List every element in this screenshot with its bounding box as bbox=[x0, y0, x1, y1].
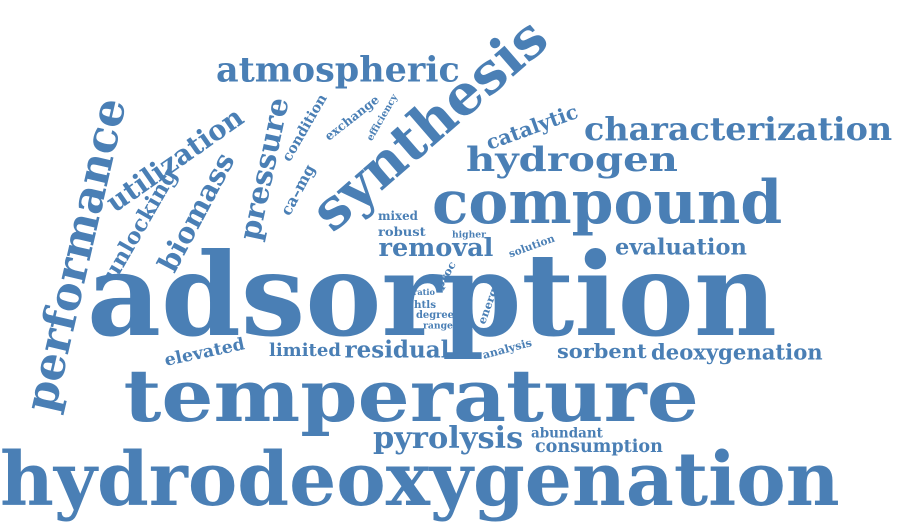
word-htls: htls bbox=[414, 299, 437, 311]
word-residual: residual bbox=[344, 336, 450, 364]
word-consumption: consumption bbox=[535, 437, 663, 457]
word-pressure: pressure bbox=[232, 94, 297, 244]
word-deoxygenation: deoxygenation bbox=[651, 339, 823, 365]
word-pyrolysis: pyrolysis bbox=[373, 421, 524, 456]
word-hydrogen: hydrogen bbox=[465, 140, 678, 180]
word-removal: removal bbox=[378, 233, 494, 263]
word-compound: compound bbox=[432, 168, 783, 238]
word-sorbent: sorbent bbox=[557, 339, 647, 363]
word-robust: robust bbox=[378, 225, 426, 239]
word-range: range bbox=[423, 320, 453, 332]
word-hydrodeoxygenation: hydrodeoxygenation bbox=[0, 436, 840, 523]
word-evaluation: evaluation bbox=[615, 234, 747, 261]
word-adsorption: adsorption bbox=[87, 228, 777, 362]
word-degree: degree bbox=[416, 310, 454, 321]
word-mixed: mixed bbox=[378, 209, 418, 223]
word-atmospheric: atmospheric bbox=[216, 49, 460, 91]
word-higher: higher bbox=[452, 229, 486, 241]
word-characterization: characterization bbox=[583, 110, 893, 148]
word-limited: limited bbox=[269, 340, 341, 361]
word-ratio: ratio bbox=[413, 287, 436, 297]
word-temperature: temperature bbox=[123, 353, 699, 438]
word-abundant: abundant bbox=[531, 425, 603, 442]
